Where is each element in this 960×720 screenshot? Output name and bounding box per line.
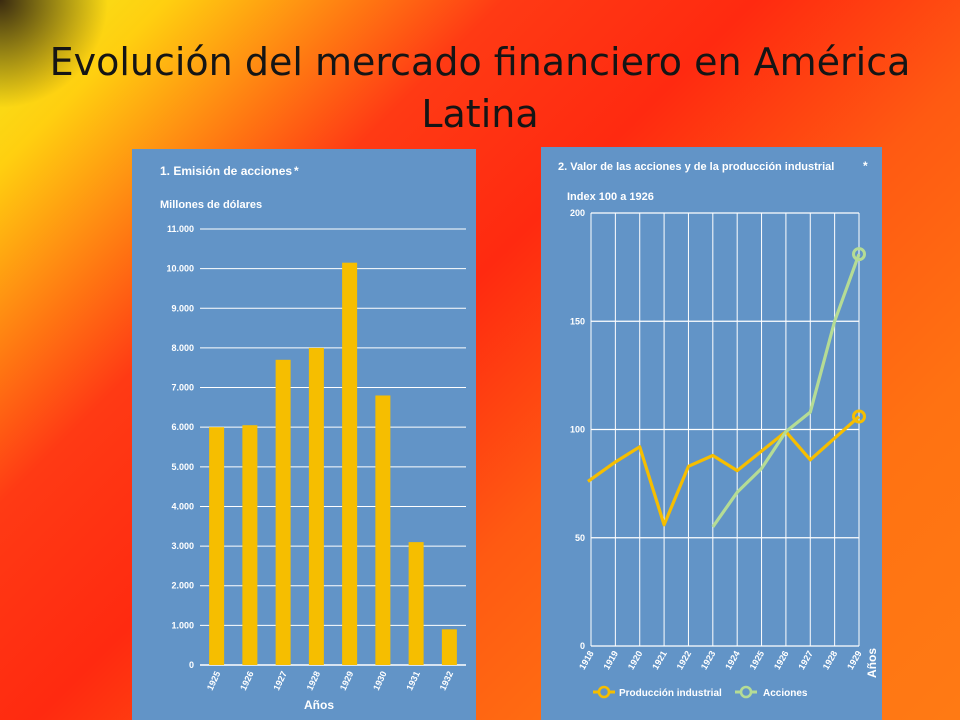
bar-1932 bbox=[441, 629, 457, 665]
y-tick-label: 10.000 bbox=[166, 264, 194, 274]
y-tick-label: 8.000 bbox=[171, 343, 194, 353]
y-tick-label: 11.000 bbox=[167, 224, 194, 234]
series-line-acciones bbox=[711, 253, 861, 528]
line-chart: 2. Valor de las acciones y de la producc… bbox=[558, 159, 879, 699]
legend-marker-produccion bbox=[597, 685, 611, 699]
y-tick-label: 150 bbox=[570, 316, 585, 326]
x-tick-label: 1929 bbox=[845, 649, 864, 671]
y-tick-label: 5.000 bbox=[171, 462, 194, 472]
legend-label-produccion: Producción industrial bbox=[619, 688, 722, 699]
y-axis-label: Index 100 a 1926 bbox=[567, 191, 654, 203]
x-tick-label: 1932 bbox=[438, 670, 456, 692]
x-tick-label: 1919 bbox=[601, 649, 620, 671]
y-tick-label: 0 bbox=[580, 641, 585, 651]
y-tick-label: 2.000 bbox=[171, 581, 194, 591]
y-tick-label: 100 bbox=[570, 425, 585, 435]
bar-1927 bbox=[275, 359, 291, 665]
bar-chart-panel: 1. Emisión de acciones * Millones de dólar… bbox=[132, 149, 476, 720]
y-tick-label: 4.000 bbox=[171, 501, 194, 511]
x-tick-label: 1931 bbox=[404, 670, 422, 692]
y-tick-label: 3.000 bbox=[171, 541, 194, 551]
x-tick-label: 1928 bbox=[821, 649, 840, 671]
x-tick-label: 1927 bbox=[271, 670, 289, 692]
line-chart-panel: 2. Valor de las acciones y de la producc… bbox=[541, 147, 882, 720]
y-tick-label: 50 bbox=[575, 533, 585, 543]
x-tick-label: 1920 bbox=[626, 649, 645, 671]
x-tick-label: 1927 bbox=[796, 649, 815, 671]
x-tick-label: 1925 bbox=[205, 670, 223, 692]
legend-marker-acciones bbox=[739, 685, 753, 699]
legend-label-acciones: Acciones bbox=[763, 688, 808, 699]
y-tick-label: 200 bbox=[570, 208, 585, 218]
y-tick-label: 9.000 bbox=[171, 303, 194, 313]
x-tick-label: 1918 bbox=[577, 649, 596, 671]
bar-1928 bbox=[308, 347, 324, 665]
chart-title: 1. Emisión de acciones bbox=[160, 164, 292, 178]
end-marker-acciones bbox=[852, 247, 866, 262]
x-tick-label: 1925 bbox=[748, 649, 767, 671]
y-tick-label: 6.000 bbox=[171, 422, 194, 432]
x-tick-label: 1921 bbox=[650, 649, 669, 671]
bar-1925 bbox=[209, 427, 225, 665]
x-tick-label: 1928 bbox=[305, 670, 323, 692]
x-tick-label: 1926 bbox=[772, 649, 791, 671]
bar-1929 bbox=[342, 262, 358, 665]
x-axis-label: Años bbox=[865, 648, 879, 678]
bar-1926 bbox=[242, 425, 258, 665]
bar-chart: 1. Emisión de acciones * Millones de dólar… bbox=[160, 164, 466, 712]
chart-title: 2. Valor de las acciones y de la producc… bbox=[558, 161, 834, 173]
x-tick-label: 1926 bbox=[238, 670, 256, 692]
bar-1931 bbox=[408, 542, 424, 665]
x-tick-label: 1924 bbox=[723, 649, 742, 671]
x-tick-label: 1922 bbox=[675, 649, 694, 671]
y-axis-label: Millones de dólares bbox=[160, 199, 262, 211]
series-line-produccion bbox=[587, 415, 861, 527]
slide-title: Evolución del mercado financiero en Amér… bbox=[49, 40, 911, 136]
x-tick-label: 1929 bbox=[338, 670, 356, 692]
y-tick-label: 0 bbox=[189, 660, 194, 670]
chart-title-mark: * bbox=[294, 164, 299, 178]
chart-title-mark: * bbox=[863, 159, 868, 173]
x-tick-label: 1930 bbox=[371, 670, 389, 692]
end-marker-produccion bbox=[852, 409, 866, 424]
y-tick-label: 1.000 bbox=[171, 620, 194, 630]
bar-1930 bbox=[375, 395, 391, 665]
y-tick-label: 7.000 bbox=[171, 383, 194, 393]
x-tick-label: 1923 bbox=[699, 649, 718, 671]
x-axis-label: Años bbox=[304, 698, 334, 712]
